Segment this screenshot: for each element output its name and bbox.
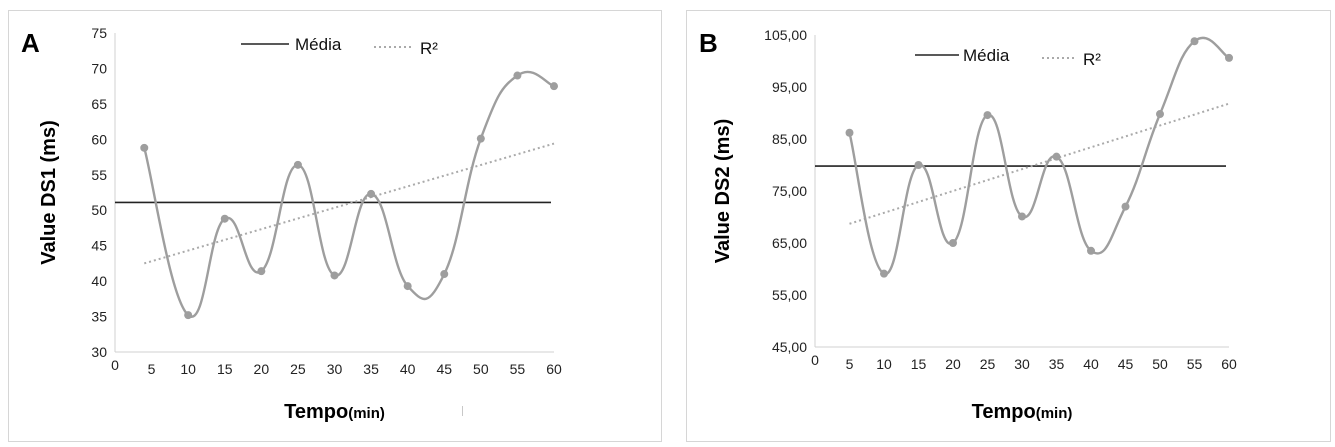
x-tick-label: 50 — [473, 361, 489, 377]
x-axis-title: Tempo(min) — [284, 401, 385, 423]
y-tick-label: 55,00 — [772, 287, 807, 303]
y-tick-label: 35 — [91, 309, 107, 325]
data-point — [513, 71, 522, 80]
data-point — [257, 267, 266, 276]
data-point — [440, 270, 449, 279]
series-line — [143, 70, 555, 318]
x-tick-label: 40 — [400, 361, 416, 377]
y-axis-title: Value DS1 (ms) — [38, 120, 60, 265]
data-point — [914, 161, 923, 169]
x-tick-label: 15 — [217, 361, 233, 377]
x-tick-label: 40 — [1083, 356, 1099, 372]
panel-letter: B — [699, 28, 718, 58]
data-point — [983, 111, 992, 120]
data-point — [184, 311, 193, 320]
x-axis-title: Tempo(min) — [972, 401, 1073, 423]
series-line — [848, 36, 1230, 275]
x-axis-title-unit: (min) — [1036, 405, 1073, 422]
data-point — [293, 160, 302, 169]
data-point — [1156, 110, 1164, 119]
data-point — [367, 189, 376, 198]
x-tick-label: 55 — [510, 361, 526, 377]
legend-trend-label: R² — [420, 39, 438, 58]
stray-mark — [462, 406, 463, 416]
data-point — [845, 128, 854, 137]
y-tick-label: 85,00 — [772, 131, 807, 147]
data-point — [1087, 246, 1095, 255]
y-tick-label: 60 — [91, 131, 107, 147]
x-tick-label: 5 — [148, 361, 156, 377]
data-point — [330, 271, 339, 280]
x-tick-label: 10 — [876, 356, 892, 372]
y-tick-label: 55 — [91, 167, 107, 183]
x-axis-title-main: Tempo — [284, 401, 348, 423]
y-tick-label: 30 — [91, 344, 107, 360]
y-axis-title: Value DS2 (ms) — [712, 119, 734, 264]
x-tick-label: 60 — [546, 361, 562, 377]
panel-letter: A — [21, 28, 40, 58]
x-tick-label: 25 — [290, 361, 306, 377]
x-tick-label: 60 — [1221, 356, 1237, 372]
data-point — [1225, 53, 1233, 62]
x-axis-title-main: Tempo — [972, 401, 1036, 423]
chart-panel-b: 45,00 55,00 65,00 75,00 85,00 95,00 105,00 0 5 10… — [686, 10, 1331, 442]
y-tick-label: 75,00 — [772, 183, 807, 199]
legend-mean-label: Média — [295, 35, 342, 54]
y-tick-label: 40 — [91, 273, 107, 289]
x-tick-label: 35 — [363, 361, 379, 377]
y-tick-label: 45 — [91, 238, 107, 254]
x-tick-label: 25 — [980, 356, 996, 372]
chart-panel-a: 30 35 40 45 50 55 60 65 70 75 0 5 10 15 20 25 30 35 40 45 50… — [8, 10, 662, 442]
x-tick-label: 5 — [846, 356, 854, 372]
y-tick-label: 70 — [91, 60, 107, 76]
x-tick-label: 45 — [1118, 356, 1134, 372]
x-tick-label: 30 — [327, 361, 343, 377]
x-tick-label: 10 — [180, 361, 196, 377]
y-tick-label: 105,00 — [764, 27, 807, 43]
data-point — [140, 143, 149, 152]
trend-line — [849, 102, 1230, 225]
x-tick-label: 15 — [911, 356, 927, 372]
x-tick-label: 0 — [811, 352, 819, 368]
x-tick-label: 45 — [436, 361, 452, 377]
chart-svg: 30 35 40 45 50 55 60 65 70 75 0 5 10 15 20 25 30 35 40 45 50… — [21, 25, 562, 423]
data-point — [1018, 212, 1026, 221]
data-point — [880, 269, 888, 278]
trend-line — [143, 142, 555, 265]
y-tick-label: 65 — [91, 96, 107, 112]
x-tick-label: 30 — [1014, 356, 1030, 372]
legend-trend-label: R² — [1083, 50, 1101, 69]
x-axis-title-unit: (min) — [348, 405, 385, 422]
x-tick-label: 20 — [945, 356, 961, 372]
data-point — [403, 282, 412, 291]
x-tick-label: 35 — [1049, 356, 1065, 372]
y-tick-label: 45,00 — [772, 339, 807, 355]
y-tick-label: 50 — [91, 202, 107, 218]
data-point — [476, 134, 485, 143]
data-point — [220, 214, 229, 223]
y-tick-label: 75 — [91, 25, 107, 41]
y-tick-label: 65,00 — [772, 235, 807, 251]
data-point — [949, 239, 957, 247]
y-tick-label: 95,00 — [772, 79, 807, 95]
chart-svg: 45,00 55,00 65,00 75,00 85,00 95,00 105,00 0 5 10… — [699, 27, 1237, 423]
x-tick-label: 0 — [111, 357, 119, 373]
data-point — [1052, 152, 1061, 161]
x-tick-label: 50 — [1152, 356, 1168, 372]
data-point — [550, 82, 558, 91]
legend-mean-label: Média — [963, 46, 1010, 65]
data-point — [1121, 202, 1130, 211]
data-point — [1190, 37, 1199, 46]
x-tick-label: 20 — [254, 361, 270, 377]
x-tick-label: 55 — [1187, 356, 1203, 372]
